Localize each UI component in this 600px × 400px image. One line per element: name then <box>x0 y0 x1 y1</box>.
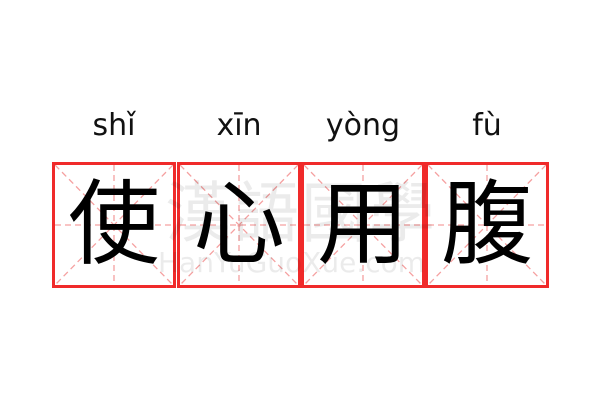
guide-lines <box>180 165 298 285</box>
grid-cell-1: 使 <box>52 162 176 288</box>
guide-lines <box>55 165 173 285</box>
grid-cell-2: 心 <box>177 162 301 288</box>
grid-cell-4: 腹 <box>425 162 549 288</box>
character-1: 使 <box>67 171 160 278</box>
character-4: 腹 <box>440 171 533 278</box>
guide-lines <box>428 165 546 285</box>
guide-lines <box>304 165 422 285</box>
character-2: 心 <box>192 171 285 278</box>
pinyin-3: yòng <box>325 108 401 143</box>
pinyin-4: fù <box>472 108 502 143</box>
character-3: 用 <box>316 171 409 278</box>
character-grid: 使 心 用 腹 <box>52 162 549 288</box>
pinyin-1: shǐ <box>92 108 136 143</box>
grid-cell-3: 用 <box>301 162 425 288</box>
pinyin-2: xīn <box>216 108 262 143</box>
